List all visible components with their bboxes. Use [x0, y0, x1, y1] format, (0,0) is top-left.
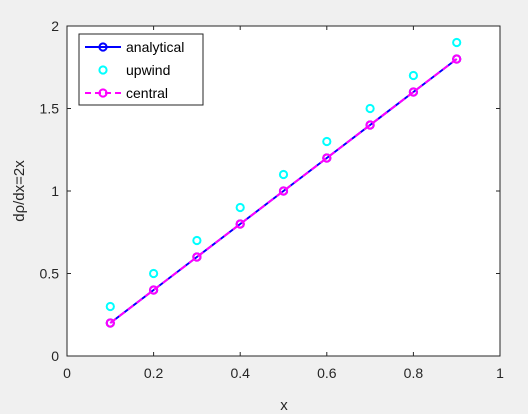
data-point-central [278, 186, 289, 196]
data-point-central [452, 54, 462, 64]
series-layer [105, 37, 462, 328]
y-tick-label: 0 [51, 348, 59, 364]
data-point-upwind [278, 169, 289, 180]
data-point-central [365, 120, 375, 130]
series-line-central [109, 58, 458, 324]
legend-marker-analytical [98, 42, 108, 52]
data-point-central [408, 87, 418, 97]
data-point-upwind [192, 235, 202, 246]
data-point-central [192, 252, 202, 262]
legend-label-upwind: upwind [126, 62, 170, 78]
data-point-central [149, 285, 159, 295]
x-tick-label: 0.2 [144, 365, 164, 381]
series-central [105, 54, 462, 328]
data-point-upwind [365, 103, 375, 114]
x-tick-label: 0 [63, 365, 71, 381]
y-tick-label: 1 [51, 183, 59, 199]
y-tick-label: 0.5 [40, 266, 60, 282]
legend-marker-central [98, 88, 108, 98]
data-point-upwind [149, 268, 159, 279]
x-axis-label: x [280, 397, 288, 414]
data-point-central [322, 153, 332, 163]
legend-marker-upwind [98, 65, 108, 75]
legend-label-analytical: analytical [126, 39, 184, 55]
x-tick-label: 1 [496, 365, 504, 381]
legend-label-central: central [126, 85, 168, 101]
data-point-upwind [452, 37, 462, 48]
x-tick-label: 0.6 [317, 365, 337, 381]
y-tick-label: 1.5 [40, 101, 60, 117]
y-tick-label: 2 [51, 18, 59, 34]
data-point-upwind [105, 301, 115, 312]
series-upwind [105, 37, 462, 312]
x-tick-label: 0.8 [404, 365, 424, 381]
y-axis-label: dρ/dx=2x [11, 160, 28, 222]
data-point-central [105, 318, 115, 328]
x-tick-label: 0.4 [230, 365, 250, 381]
legend: analytical upwind central [78, 33, 204, 106]
data-point-central [235, 219, 245, 229]
x-axis: 0 0.2 0.4 0.6 0.8 1 [63, 26, 504, 381]
data-point-upwind [408, 70, 418, 81]
data-point-upwind [322, 136, 332, 147]
data-point-upwind [235, 202, 245, 213]
plot-frame [66, 25, 501, 357]
